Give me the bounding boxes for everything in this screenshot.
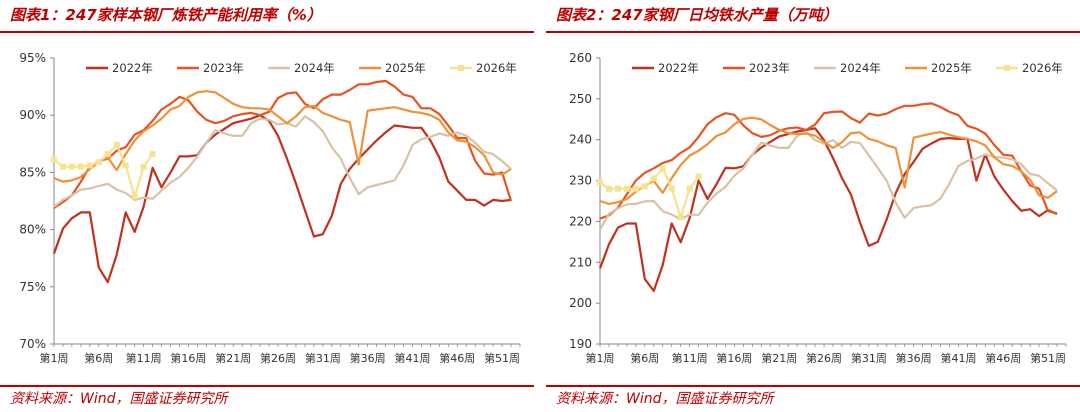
series-point-2026年 — [614, 185, 621, 192]
legend-label: 2025年 — [931, 61, 972, 75]
series-line-2026年 — [53, 143, 154, 198]
chart-panel-hot-metal-output: 图表2：247家钢厂日均铁水产量（万吨） 190 200 210 220 230 240 2… — [546, 0, 1080, 412]
x-tick-label: 第41周 — [394, 351, 430, 365]
y-tick-label: 200 — [569, 296, 592, 310]
y-tick-label: 250 — [569, 92, 592, 106]
series-point-2026年 — [51, 156, 57, 163]
source-divider — [0, 385, 534, 387]
series-point-2026年 — [632, 185, 639, 192]
y-tick-label: 240 — [569, 133, 592, 147]
legend-label: 2022年 — [658, 61, 699, 75]
series-point-2026年 — [686, 185, 693, 192]
series-point-2026年 — [623, 185, 630, 192]
series-line-2023年 — [53, 79, 513, 209]
x-tick-label: 第31周 — [305, 351, 341, 365]
y-tick-label: 230 — [569, 174, 592, 188]
series-point-2026年 — [122, 162, 129, 169]
legend-label: 2022年 — [112, 61, 153, 75]
y-tick-label: 80% — [19, 223, 46, 237]
y-tick-label: 85% — [19, 165, 46, 179]
series-line-2024年 — [599, 130, 1058, 231]
legend-label: 2023年 — [749, 61, 790, 75]
y-tick-label: 260 — [569, 51, 592, 65]
x-tick-label: 第6周 — [630, 351, 659, 365]
series-point-2026年 — [695, 173, 702, 180]
series-line-2025年 — [599, 116, 1058, 205]
series-point-2026年 — [104, 151, 111, 158]
series-point-2026年 — [641, 183, 648, 190]
x-tick-label: 第11周 — [672, 351, 708, 365]
x-tick-label: 第1周 — [40, 351, 69, 365]
series-point-2026年 — [659, 165, 666, 172]
chart-title: 图表2：247家钢厂日均铁水产量（万吨） — [556, 6, 838, 24]
x-tick-label: 第21周 — [215, 351, 251, 365]
series-point-2026年 — [68, 163, 75, 170]
y-tick-label: 95% — [19, 51, 46, 65]
x-tick-label: 第36周 — [896, 351, 932, 365]
title-divider — [546, 31, 1080, 33]
y-tick-label: 210 — [569, 255, 592, 269]
series-line-2022年 — [598, 127, 1058, 292]
series-line-2024年 — [53, 115, 512, 208]
series-line-2025年 — [53, 90, 512, 183]
series-point-2026年 — [59, 163, 66, 170]
series-point-2026年 — [77, 163, 84, 170]
source-divider — [546, 385, 1080, 387]
series-point-2026年 — [149, 151, 156, 158]
y-tick-label: 90% — [19, 108, 46, 122]
chart-panel-utilization: 图表1：247家样本钢厂炼铁产能利用率（%） 70% 75% 80% 85% 90% 95… — [0, 0, 534, 412]
series-point-2026年 — [95, 159, 102, 166]
title-divider — [0, 31, 534, 33]
x-tick-label: 第46周 — [985, 351, 1021, 365]
x-tick-label: 第36周 — [350, 351, 386, 365]
series-line-2023年 — [599, 102, 1058, 220]
series-point-2026年 — [113, 141, 120, 148]
source-note: 资料来源：Wind，国盛证券研究所 — [556, 391, 774, 407]
y-tick-label: 220 — [569, 214, 592, 228]
x-tick-label: 第11周 — [126, 351, 162, 365]
legend-label: 2026年 — [476, 61, 517, 75]
x-tick-label: 第16周 — [170, 351, 206, 365]
x-tick-label: 第51周 — [1030, 351, 1066, 365]
series-point-2026年 — [131, 193, 138, 200]
legend-marker — [458, 65, 464, 71]
y-tick-label: 190 — [569, 337, 592, 351]
x-tick-label: 第26周 — [806, 351, 842, 365]
series-point-2026年 — [86, 162, 93, 169]
legend-label: 2024年 — [294, 61, 335, 75]
legend-label: 2023年 — [203, 61, 244, 75]
legend-marker — [1004, 65, 1010, 71]
x-tick-label: 第1周 — [586, 351, 615, 365]
x-tick-label: 第46周 — [439, 351, 475, 365]
y-tick-label: 70% — [19, 337, 46, 351]
series-point-2026年 — [605, 185, 612, 192]
series-point-2026年 — [677, 214, 684, 221]
x-tick-label: 第41周 — [940, 351, 976, 365]
legend-label: 2025年 — [385, 61, 426, 75]
x-tick-label: 第21周 — [761, 351, 797, 365]
source-note: 资料来源：Wind，国盛证券研究所 — [10, 391, 228, 407]
series-point-2026年 — [650, 175, 657, 182]
x-tick-label: 第26周 — [260, 351, 296, 365]
x-tick-label: 第6周 — [84, 351, 113, 365]
series-line-2022年 — [52, 114, 512, 284]
series-point-2026年 — [668, 185, 675, 192]
series-point-2026年 — [597, 179, 603, 186]
chart-title: 图表1：247家样本钢厂炼铁产能利用率（%） — [10, 6, 322, 24]
y-tick-label: 75% — [19, 280, 46, 294]
x-tick-label: 第51周 — [484, 351, 520, 365]
utilization-line-chart: 70% 75% 80% 85% 90% 95% 第1周 第6周 第11周 第16周 第21周 第26周… — [19, 51, 521, 365]
x-tick-label: 第16周 — [716, 351, 752, 365]
series-point-2026年 — [140, 163, 147, 170]
x-tick-label: 第31周 — [851, 351, 887, 365]
legend-label: 2024年 — [840, 61, 881, 75]
legend-label: 2026年 — [1022, 61, 1063, 75]
